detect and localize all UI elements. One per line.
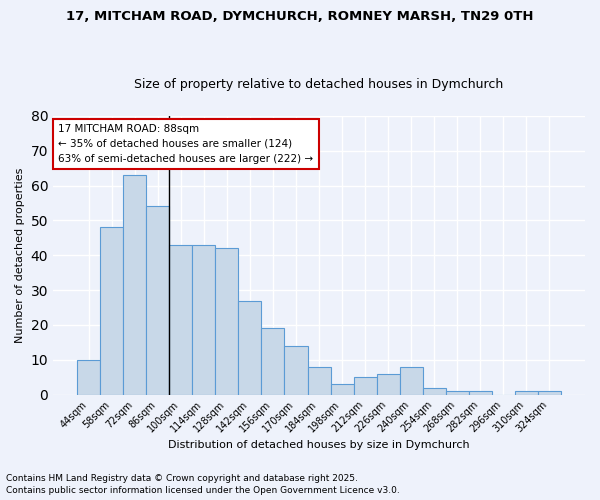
- Y-axis label: Number of detached properties: Number of detached properties: [15, 168, 25, 343]
- Bar: [238, 300, 262, 394]
- Text: 17, MITCHAM ROAD, DYMCHURCH, ROMNEY MARSH, TN29 0TH: 17, MITCHAM ROAD, DYMCHURCH, ROMNEY MARS…: [66, 10, 534, 23]
- Bar: [308, 367, 331, 394]
- Bar: [400, 367, 422, 394]
- Bar: [169, 245, 193, 394]
- Bar: [515, 391, 538, 394]
- Bar: [446, 391, 469, 394]
- Bar: [77, 360, 100, 394]
- Bar: [146, 206, 169, 394]
- Bar: [353, 377, 377, 394]
- Bar: [469, 391, 492, 394]
- Bar: [422, 388, 446, 394]
- Text: Contains HM Land Registry data © Crown copyright and database right 2025.
Contai: Contains HM Land Registry data © Crown c…: [6, 474, 400, 495]
- Bar: [377, 374, 400, 394]
- Text: 17 MITCHAM ROAD: 88sqm
← 35% of detached houses are smaller (124)
63% of semi-de: 17 MITCHAM ROAD: 88sqm ← 35% of detached…: [58, 124, 313, 164]
- Title: Size of property relative to detached houses in Dymchurch: Size of property relative to detached ho…: [134, 78, 503, 91]
- Bar: [284, 346, 308, 395]
- Bar: [331, 384, 353, 394]
- Bar: [123, 175, 146, 394]
- Bar: [215, 248, 238, 394]
- Bar: [193, 245, 215, 394]
- Bar: [538, 391, 561, 394]
- X-axis label: Distribution of detached houses by size in Dymchurch: Distribution of detached houses by size …: [168, 440, 470, 450]
- Bar: [262, 328, 284, 394]
- Bar: [100, 228, 123, 394]
